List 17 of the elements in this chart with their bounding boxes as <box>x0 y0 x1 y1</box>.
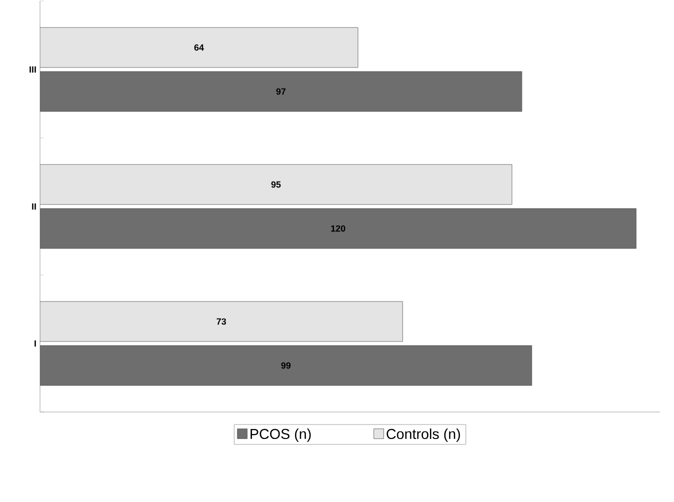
y-tick-label: II <box>32 203 36 210</box>
y-tick-label: I <box>34 340 36 347</box>
data-label: 99 <box>281 362 291 369</box>
legend-label: Controls (n) <box>386 428 460 442</box>
bar <box>40 345 532 386</box>
data-label: 97 <box>276 88 286 95</box>
data-label: 73 <box>216 318 226 325</box>
bar <box>40 301 403 342</box>
bar <box>40 208 636 249</box>
data-label: 95 <box>271 181 281 188</box>
data-label: 120 <box>331 225 346 232</box>
legend-label: PCOS (n) <box>250 428 311 442</box>
bar <box>40 71 522 112</box>
y-tick-label: III <box>30 66 36 73</box>
bar <box>40 27 358 68</box>
data-label: 64 <box>194 44 204 51</box>
bar <box>40 164 512 205</box>
